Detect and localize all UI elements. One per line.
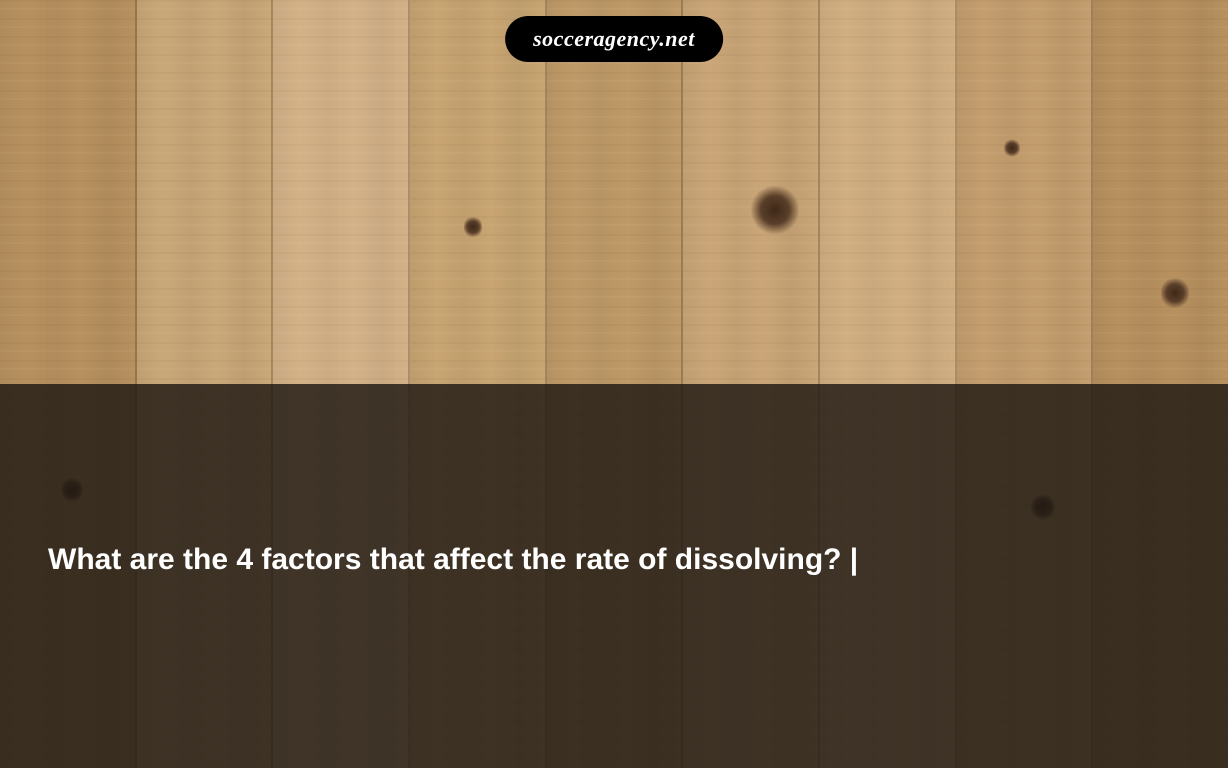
brand-banner: socceragency.net	[505, 16, 723, 62]
wood-knot	[1004, 138, 1020, 158]
wood-knot	[1161, 276, 1189, 310]
title-text: What are the 4 factors that affect the r…	[48, 540, 858, 579]
wood-knot	[751, 184, 799, 236]
wood-knot	[464, 215, 482, 239]
title-container: What are the 4 factors that affect the r…	[48, 540, 858, 579]
brand-text: socceragency.net	[533, 26, 695, 51]
